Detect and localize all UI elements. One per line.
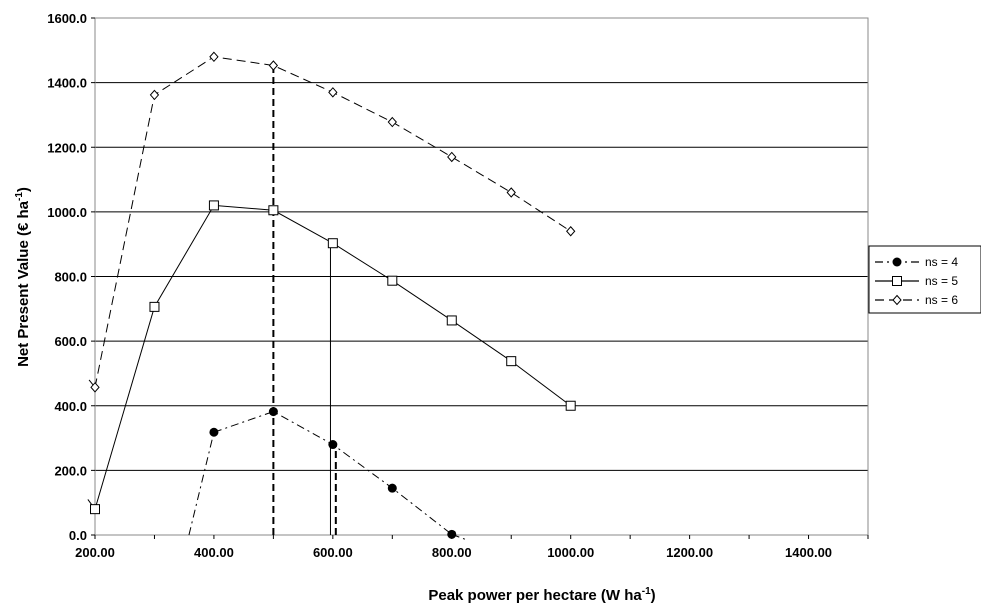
- data-point: [447, 529, 457, 539]
- y-tick-label: 0.0: [69, 528, 87, 543]
- data-point: [387, 275, 398, 286]
- data-point: [327, 238, 338, 249]
- x-tick-label: 1000.00: [547, 545, 594, 560]
- data-point: [387, 483, 397, 493]
- data-point: [328, 87, 338, 98]
- data-point: [268, 60, 279, 71]
- x-tick-label: 1200.00: [666, 545, 713, 560]
- series-5: [87, 200, 576, 515]
- x-axis-ticks: 200.00 400.00 600.00 800.00 1000.00 1200.00 14…: [75, 535, 869, 560]
- legend-label-1: ns = 5: [925, 274, 958, 288]
- gridlines: [95, 17, 868, 536]
- y-tick-label: 400.0: [54, 399, 87, 414]
- data-point: [149, 89, 160, 101]
- y-tick-label: 1600.0: [47, 11, 87, 26]
- y-tick-label: 600.0: [54, 334, 87, 349]
- data-point: [90, 504, 100, 515]
- series-group: [87, 51, 576, 541]
- legend: ns = 4 ns = 5 ns = 6: [868, 245, 981, 314]
- x-tick-label: 1400.00: [785, 545, 832, 560]
- data-point: [565, 400, 576, 411]
- y-tick-label: 1000.0: [47, 205, 87, 220]
- data-point: [446, 315, 457, 326]
- legend-marker-0: [892, 257, 902, 267]
- legend-box: [868, 245, 981, 314]
- x-axis-title: Peak power per hectare (W ha-1): [428, 586, 655, 604]
- annotation-lines: [272, 65, 337, 535]
- data-point: [566, 226, 576, 237]
- y-tick-label: 1400.0: [47, 76, 87, 91]
- y-axis-title: Net Present Value (€ ha-1): [14, 187, 32, 367]
- data-point: [149, 301, 160, 312]
- series-4: [188, 407, 467, 541]
- legend-marker-1: [892, 276, 902, 286]
- legend-label-2: ns = 6: [925, 293, 958, 307]
- data-point: [208, 200, 219, 211]
- data-point: [90, 382, 100, 393]
- series-line: [213, 411, 453, 535]
- y-tick-label: 800.0: [54, 270, 87, 285]
- x-tick-label: 800.00: [432, 545, 472, 560]
- data-point: [387, 116, 397, 128]
- data-point: [506, 356, 517, 367]
- data-point: [268, 407, 278, 417]
- data-point: [506, 187, 516, 198]
- series-line: [94, 56, 571, 388]
- y-axis-ticks: 0.0 200.0 400.0 600.0 800.0 1000.0 1200.0 1400.…: [47, 11, 95, 543]
- series-line: [94, 204, 571, 510]
- x-tick-label: 200.00: [75, 545, 115, 560]
- x-tick-label: 600.00: [313, 545, 353, 560]
- data-point: [328, 440, 338, 450]
- y-tick-label: 200.0: [54, 463, 87, 478]
- x-tick-label: 400.00: [194, 545, 234, 560]
- series-6: [88, 51, 576, 393]
- data-point: [209, 51, 219, 63]
- legend-label-0: ns = 4: [925, 255, 958, 269]
- series-extension-0: [188, 432, 215, 536]
- data-point: [268, 205, 279, 216]
- data-point: [209, 427, 219, 437]
- y-tick-label: 1200.0: [47, 140, 87, 155]
- legend-marker-2: [892, 294, 902, 306]
- data-point: [447, 151, 457, 163]
